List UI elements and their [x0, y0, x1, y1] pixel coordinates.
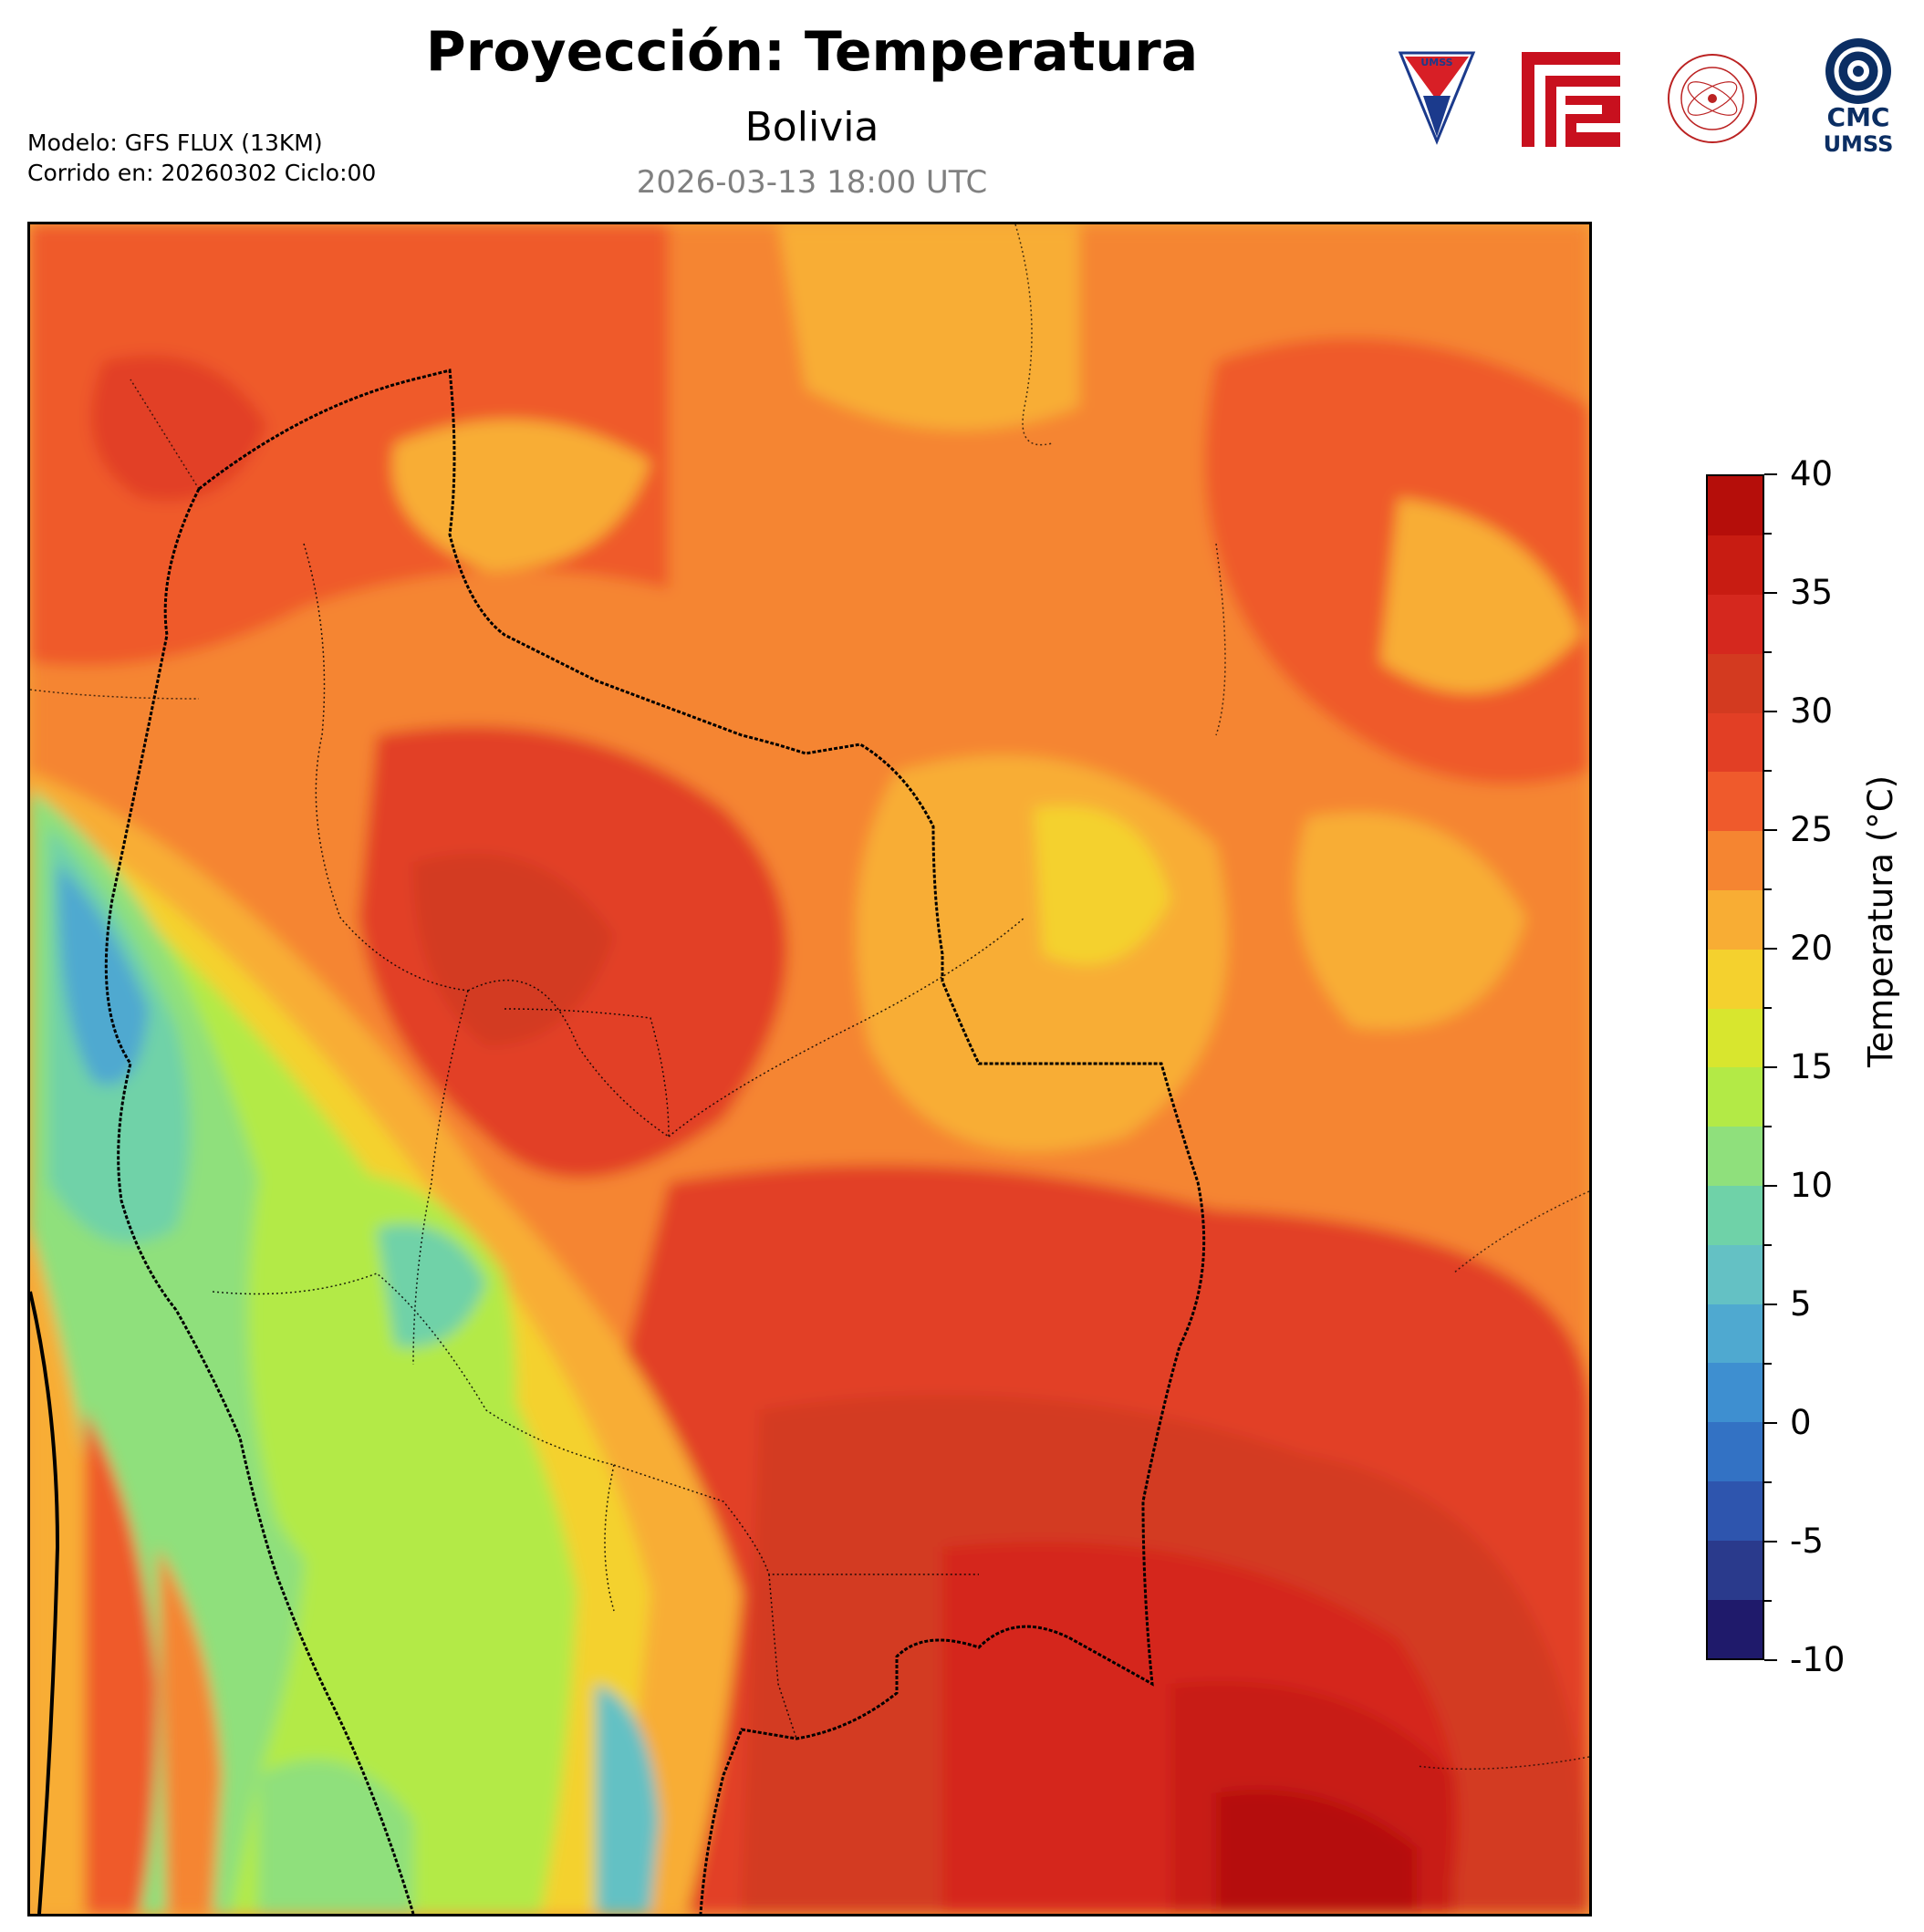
colorbar-segment: [1708, 653, 1763, 713]
temperature-map: [27, 222, 1592, 1916]
colorbar-tick-label: 30: [1790, 691, 1834, 731]
colorbar-tick: [1764, 473, 1777, 475]
colorbar-segment: [1708, 712, 1763, 773]
colorbar-segment: [1708, 1599, 1763, 1659]
colorbar-segment: [1708, 1304, 1763, 1364]
colorbar-segment: [1708, 1244, 1763, 1304]
colorbar-minor-tick: [1764, 533, 1772, 535]
colorbar-segment: [1708, 1067, 1763, 1127]
colorbar-tick-label: 40: [1790, 454, 1834, 493]
colorbar-tick: [1764, 948, 1777, 950]
umss-logo-caption: UMSS: [1824, 131, 1894, 157]
colorbar-segment: [1708, 830, 1763, 891]
colorbar-minor-tick: [1764, 651, 1772, 653]
colorbar-segment: [1708, 1540, 1763, 1600]
chart-title: Proyección: Temperatura: [425, 20, 1199, 84]
colorbar-minor-tick: [1764, 888, 1772, 890]
colorbar-tick-label: -10: [1790, 1640, 1846, 1679]
neighbor-borders: [30, 224, 1589, 1771]
colorbar-segment: [1708, 1126, 1763, 1187]
colorbar-tick: [1764, 1185, 1777, 1187]
colorbar-tick-label: 20: [1790, 929, 1834, 968]
colorbar-minor-tick: [1764, 770, 1772, 772]
colorbar-tick: [1764, 1422, 1777, 1424]
physics-department-seal: [1668, 54, 1757, 143]
colorbar-tick-label: 35: [1790, 573, 1834, 612]
run-line: Corrido en: 20260302 Ciclo:00: [27, 160, 377, 186]
model-info: Modelo: GFS FLUX (13KM) Corrido en: 2026…: [27, 128, 376, 188]
bolivia-border: [104, 369, 1206, 1914]
colorbar-tick: [1764, 711, 1777, 712]
forecast-datetime: 2026-03-13 18:00 UTC: [636, 164, 988, 201]
umss-shield-logo: UMSS: [1398, 51, 1476, 145]
colorbar-minor-tick: [1764, 1244, 1772, 1246]
colorbar-minor-tick: [1764, 1363, 1772, 1365]
cmc-umss-logo: CMC UMSS: [1824, 38, 1894, 157]
colorbar-segment: [1708, 1363, 1763, 1423]
model-line: Modelo: GFS FLUX (13KM): [27, 130, 323, 156]
colorbar-tick: [1764, 1066, 1777, 1068]
colorbar-tick: [1764, 1541, 1777, 1542]
faculty-red-logo: [1522, 52, 1620, 147]
colorbar-tick: [1764, 592, 1777, 594]
colorbar-minor-tick: [1764, 1126, 1772, 1127]
colorbar-tick: [1764, 1659, 1777, 1661]
colorbar-segment: [1708, 476, 1763, 536]
colorbar-segment: [1708, 594, 1763, 654]
colorbar-segment: [1708, 1421, 1763, 1482]
colorbar-segment: [1708, 1185, 1763, 1245]
colorbar-segment: [1708, 1008, 1763, 1068]
colorbar-tick-label: 5: [1790, 1284, 1812, 1324]
colorbar-minor-tick: [1764, 1481, 1772, 1483]
colorbar-tick: [1764, 829, 1777, 831]
colorbar-segment: [1708, 949, 1763, 1009]
colorbar-segment: [1708, 535, 1763, 596]
colorbar-segment: [1708, 772, 1763, 832]
colorbar-tick-label: 10: [1790, 1166, 1834, 1205]
pacific-coastline: [30, 1291, 60, 1914]
umss-logo-text: UMSS: [1420, 57, 1452, 68]
colorbar-segment: [1708, 889, 1763, 950]
colorbar-minor-tick: [1764, 1600, 1772, 1602]
colorbar-tick: [1764, 1304, 1777, 1305]
colorbar-label: Temperatura (°C): [1861, 774, 1900, 1067]
region-subtitle: Bolivia: [744, 104, 879, 151]
colorbar-tick-label: 0: [1790, 1403, 1812, 1442]
colorbar-tick-label: 25: [1790, 810, 1834, 849]
colorbar-tick-label: 15: [1790, 1047, 1834, 1086]
colorbar-minor-tick: [1764, 1007, 1772, 1009]
cmc-logo-text: CMC: [1827, 102, 1890, 132]
colorbar-tick-label: -5: [1790, 1522, 1824, 1561]
colorbar: [1706, 474, 1764, 1660]
colorbar-segment: [1708, 1480, 1763, 1541]
department-borders: [212, 543, 1025, 1740]
temperature-field: [30, 224, 1589, 1914]
